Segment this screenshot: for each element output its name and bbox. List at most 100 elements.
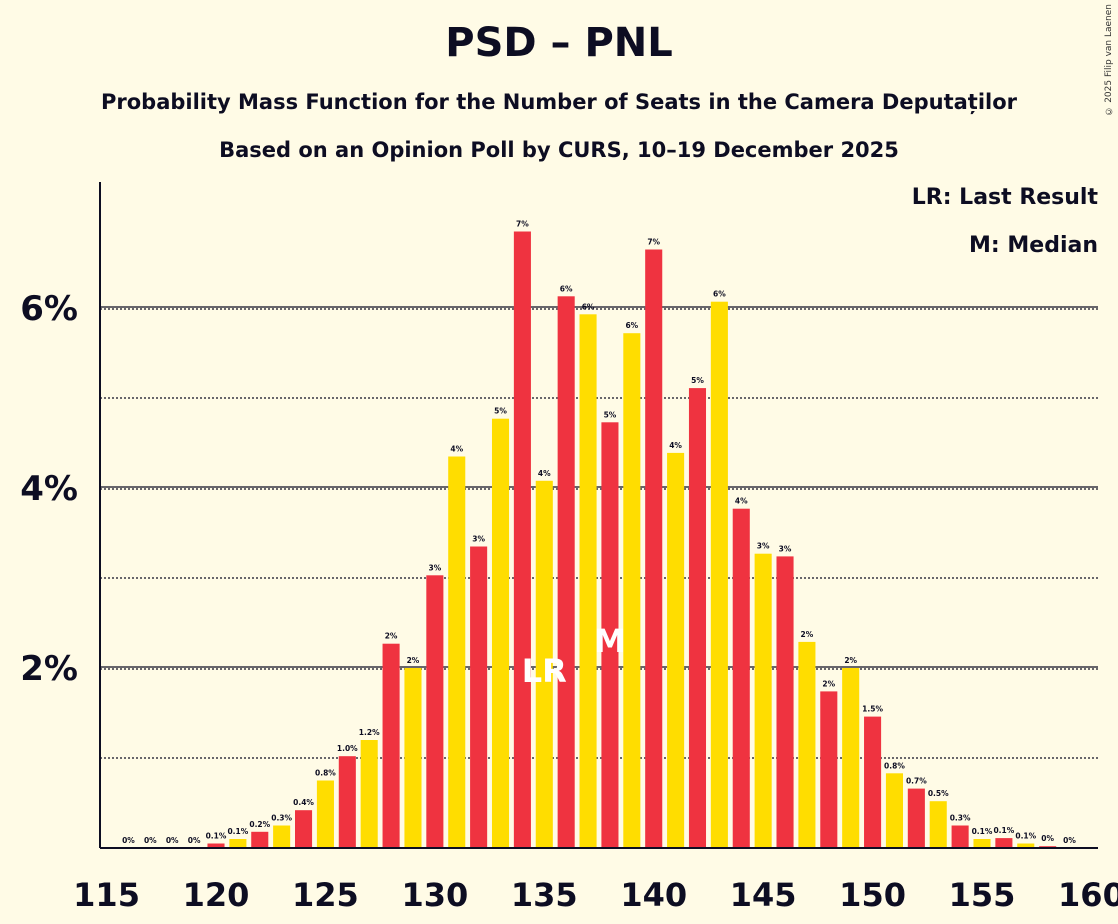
bar xyxy=(382,643,400,848)
bar-value-label: 2% xyxy=(407,656,420,665)
bar xyxy=(426,575,444,848)
x-tick-label: 150 xyxy=(839,876,906,914)
bar-value-label: 3% xyxy=(779,544,792,553)
chart-source-line: Based on an Opinion Poll by CURS, 10–19 … xyxy=(219,138,899,162)
bar-value-label: 0.3% xyxy=(271,814,292,823)
bar-value-label: 6% xyxy=(560,284,573,293)
bar-value-label: 2% xyxy=(801,630,814,639)
bar-value-label: 2% xyxy=(822,679,835,688)
bar-value-label: 0.1% xyxy=(227,827,248,836)
bar xyxy=(557,296,575,848)
bar-value-label: 6% xyxy=(582,302,595,311)
bar xyxy=(645,249,663,848)
bar xyxy=(251,831,269,848)
bar xyxy=(360,740,378,848)
bar-value-label: 0.5% xyxy=(928,789,949,798)
bar xyxy=(470,546,488,848)
bar xyxy=(295,810,313,848)
bar-value-label: 0.1% xyxy=(1015,832,1036,841)
x-tick-label: 120 xyxy=(183,876,250,914)
bar xyxy=(885,773,903,848)
bar-value-label: 0.3% xyxy=(950,814,971,823)
bar xyxy=(776,556,794,848)
bar xyxy=(316,780,334,848)
bar xyxy=(864,716,882,848)
bar-value-label: 5% xyxy=(494,407,507,416)
bar-value-label: 0.8% xyxy=(315,769,336,778)
bar xyxy=(973,839,991,848)
bar xyxy=(929,801,947,848)
bar xyxy=(667,452,685,848)
bar-value-label: 1.2% xyxy=(359,728,380,737)
bar xyxy=(229,839,247,848)
bar-value-label: 6% xyxy=(625,321,638,330)
bar-value-label: 0.7% xyxy=(906,777,927,786)
bar-value-label: 5% xyxy=(691,376,704,385)
bar xyxy=(732,508,750,848)
legend-median: M: Median xyxy=(969,233,1098,258)
bar-value-label: 1.5% xyxy=(862,705,883,714)
bar-value-label: 4% xyxy=(735,497,748,506)
bar xyxy=(491,418,510,848)
bar xyxy=(995,838,1013,848)
bar xyxy=(601,422,619,848)
chart-title: PSD – PNL xyxy=(445,20,673,66)
bar-value-label: 0.1% xyxy=(206,832,227,841)
x-tick-label: 145 xyxy=(730,876,797,914)
bar xyxy=(951,825,969,848)
bar-value-label: 3% xyxy=(472,535,485,544)
bar-value-label: 0% xyxy=(1041,834,1054,843)
bar-value-label: 0% xyxy=(188,836,201,845)
x-tick-label: 160 xyxy=(1058,876,1118,914)
last-result-marker: LR xyxy=(522,652,567,690)
x-tick-label: 130 xyxy=(401,876,468,914)
bar-value-label: 4% xyxy=(538,469,551,478)
bar-value-label: 2% xyxy=(844,656,857,665)
x-tick-label: 135 xyxy=(511,876,578,914)
bar-value-label: 4% xyxy=(669,441,682,450)
bar-value-label: 5% xyxy=(604,410,617,419)
x-tick-label: 140 xyxy=(620,876,687,914)
x-tick-label: 125 xyxy=(292,876,359,914)
bar-value-label: 1.0% xyxy=(337,744,358,753)
chart-subtitle: Probability Mass Function for the Number… xyxy=(100,90,1017,114)
x-tick-label: 115 xyxy=(73,876,140,914)
bar-value-label: 6% xyxy=(713,290,726,299)
bar xyxy=(513,231,531,848)
bar xyxy=(710,301,728,848)
bar xyxy=(623,333,641,848)
bar xyxy=(820,691,838,848)
bar xyxy=(207,843,225,848)
bar xyxy=(404,668,422,848)
bar-value-label: 7% xyxy=(647,238,660,247)
bar-value-label: 3% xyxy=(428,563,441,572)
legend-last-result: LR: Last Result xyxy=(911,185,1098,210)
y-tick-label: 4% xyxy=(20,469,78,509)
bar xyxy=(688,388,707,848)
bar xyxy=(338,756,356,848)
bar-value-label: 4% xyxy=(450,445,463,454)
bar-value-label: 0.2% xyxy=(249,820,270,829)
bar xyxy=(1017,843,1035,848)
bar-value-label: 3% xyxy=(757,542,770,551)
x-tick-label: 155 xyxy=(949,876,1016,914)
bar-value-label: 0% xyxy=(1063,836,1076,845)
bar xyxy=(842,668,860,848)
bar-value-label: 0.1% xyxy=(993,826,1014,835)
bar-value-label: 0% xyxy=(144,836,157,845)
bar xyxy=(579,314,597,848)
bar-value-label: 0% xyxy=(122,836,135,845)
bar xyxy=(798,641,816,848)
y-tick-label: 2% xyxy=(20,649,78,689)
bar xyxy=(448,456,466,848)
bar xyxy=(907,788,925,848)
bar-value-label: 0.8% xyxy=(884,761,905,770)
bar-value-label: 0% xyxy=(166,836,179,845)
median-marker: M xyxy=(594,622,626,660)
bar-value-label: 0.4% xyxy=(293,798,314,807)
bar-value-label: 2% xyxy=(385,632,398,641)
bar-value-label: 7% xyxy=(516,220,529,229)
bar xyxy=(273,825,291,848)
bar xyxy=(535,480,553,848)
